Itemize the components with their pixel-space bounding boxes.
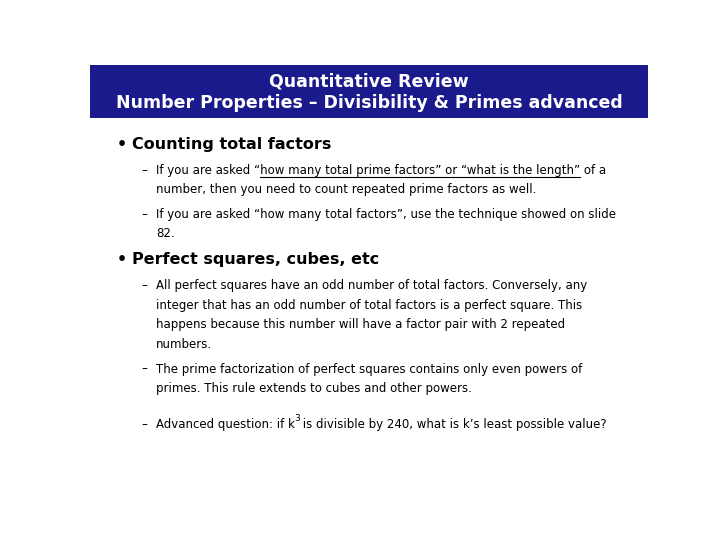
Text: 3: 3 [294, 414, 300, 423]
Text: Perfect squares, cubes, etc: Perfect squares, cubes, etc [132, 252, 379, 267]
Text: The prime factorization of perfect squares contains only even powers of: The prime factorization of perfect squar… [156, 362, 582, 375]
Text: number, then you need to count repeated prime factors as well.: number, then you need to count repeated … [156, 183, 536, 197]
Text: happens because this number will have a factor pair with 2 repeated: happens because this number will have a … [156, 319, 565, 332]
Text: If you are asked “how many total factors”, use the technique showed on slide: If you are asked “how many total factors… [156, 208, 616, 221]
Text: is divisible by 240, what is k’s least possible value?: is divisible by 240, what is k’s least p… [299, 418, 607, 431]
Text: numbers.: numbers. [156, 338, 212, 351]
Text: integer that has an odd number of total factors is a perfect square. This: integer that has an odd number of total … [156, 299, 582, 312]
Text: primes. This rule extends to cubes and other powers.: primes. This rule extends to cubes and o… [156, 382, 472, 395]
Text: –: – [141, 418, 147, 431]
Text: If you are asked “how many total prime factors” or “what is the length” of a: If you are asked “how many total prime f… [156, 164, 606, 177]
Text: Number Properties – Divisibility & Primes advanced: Number Properties – Divisibility & Prime… [116, 94, 622, 112]
Text: •: • [117, 252, 127, 267]
Text: –: – [141, 208, 147, 221]
Text: Advanced question: if k: Advanced question: if k [156, 418, 294, 431]
Text: All perfect squares have an odd number of total factors. Conversely, any: All perfect squares have an odd number o… [156, 279, 587, 292]
Text: –: – [141, 279, 147, 292]
Text: 82.: 82. [156, 227, 174, 240]
Text: –: – [141, 362, 147, 375]
Text: Counting total factors: Counting total factors [132, 137, 331, 152]
Text: Quantitative Review: Quantitative Review [269, 73, 469, 91]
Bar [90, 65, 648, 118]
Text: •: • [117, 137, 127, 152]
Text: –: – [141, 164, 147, 177]
